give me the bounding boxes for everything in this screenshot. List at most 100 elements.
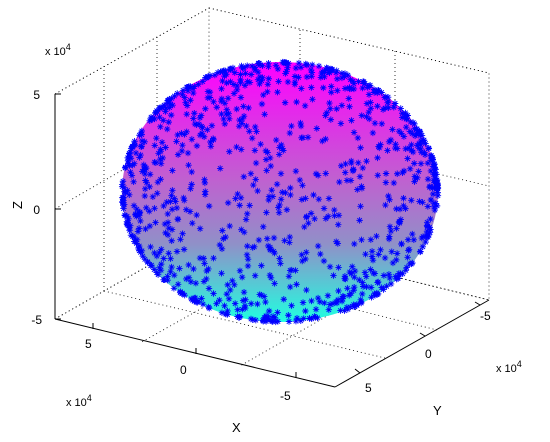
point-marker <box>367 284 375 291</box>
point-marker <box>247 315 255 323</box>
point-marker <box>287 184 294 192</box>
point-marker <box>246 79 254 86</box>
point-marker <box>274 309 281 316</box>
point-marker <box>234 306 241 313</box>
point-marker <box>141 185 149 193</box>
point-marker <box>168 192 175 199</box>
x-tick-label: 5 <box>85 337 92 351</box>
point-marker <box>218 270 225 277</box>
point-marker <box>231 281 238 289</box>
point-marker <box>244 62 251 69</box>
point-marker <box>409 148 417 156</box>
point-marker <box>370 269 377 277</box>
point-marker <box>359 164 366 172</box>
point-marker <box>210 98 217 105</box>
point-marker <box>333 75 341 83</box>
point-marker <box>417 132 424 139</box>
point-marker <box>242 304 249 312</box>
point-marker <box>384 94 392 101</box>
point-marker <box>299 182 306 189</box>
point-marker <box>200 133 208 140</box>
point-marker <box>201 176 208 183</box>
point-marker <box>258 77 265 84</box>
point-marker <box>226 148 233 155</box>
point-marker <box>356 173 364 180</box>
point-marker <box>280 296 287 303</box>
point-marker <box>378 120 386 128</box>
point-marker <box>223 106 230 113</box>
point-marker <box>408 141 415 148</box>
point-marker <box>349 78 357 85</box>
point-marker <box>319 137 326 145</box>
point-marker <box>424 159 432 167</box>
point-marker <box>207 138 214 146</box>
point-marker <box>300 315 307 322</box>
point-marker <box>264 81 272 88</box>
point-marker <box>200 278 208 285</box>
point-marker <box>261 293 268 300</box>
point-marker <box>178 130 185 137</box>
point-marker <box>195 81 202 88</box>
point-marker <box>240 64 248 71</box>
point-marker <box>303 286 310 294</box>
point-marker <box>136 154 143 161</box>
point-marker <box>264 242 272 250</box>
point-marker <box>181 94 188 101</box>
point-marker <box>259 74 266 81</box>
point-marker <box>426 224 433 231</box>
point-marker <box>269 313 277 320</box>
point-marker <box>246 128 253 135</box>
axes-frame <box>54 94 490 388</box>
point-marker <box>280 147 287 154</box>
point-marker <box>315 195 323 203</box>
point-marker <box>367 236 375 243</box>
point-marker <box>384 99 391 106</box>
point-marker <box>237 146 245 153</box>
point-marker <box>156 104 163 112</box>
point-marker <box>241 228 248 236</box>
point-marker <box>358 185 366 192</box>
point-marker <box>411 173 418 180</box>
point-marker <box>229 277 236 285</box>
point-marker <box>160 101 168 109</box>
point-marker <box>322 170 329 177</box>
point-marker <box>389 259 397 267</box>
point-marker <box>426 229 434 236</box>
point-marker <box>147 262 154 269</box>
point-marker <box>125 160 132 167</box>
point-marker <box>135 245 142 253</box>
point-marker <box>408 197 415 204</box>
point-marker <box>416 198 423 205</box>
point-marker <box>411 132 419 140</box>
z-axis-label: Z <box>10 201 25 209</box>
point-marker <box>424 223 431 230</box>
point-marker <box>174 215 181 223</box>
point-marker <box>293 281 300 288</box>
point-marker <box>185 261 192 269</box>
point-marker <box>382 104 389 112</box>
point-marker <box>152 159 160 166</box>
point-marker <box>250 181 257 189</box>
point-marker <box>417 160 425 167</box>
point-marker <box>233 86 241 94</box>
point-marker <box>162 108 169 115</box>
point-marker <box>202 105 209 112</box>
point-marker <box>316 298 324 306</box>
point-marker <box>191 83 198 90</box>
point-marker <box>341 85 349 92</box>
point-marker <box>390 104 398 111</box>
point-marker <box>382 170 390 177</box>
point-marker <box>140 161 147 169</box>
point-marker <box>180 194 187 202</box>
point-marker <box>169 167 176 174</box>
point-marker <box>424 203 432 210</box>
point-marker <box>389 126 396 133</box>
point-marker <box>258 100 266 108</box>
x-tick-label: -5 <box>280 389 291 403</box>
point-marker <box>334 240 342 247</box>
point-marker <box>173 204 181 212</box>
point-marker <box>374 103 381 110</box>
point-marker <box>343 304 351 311</box>
point-marker <box>344 71 352 79</box>
point-marker <box>185 274 193 281</box>
